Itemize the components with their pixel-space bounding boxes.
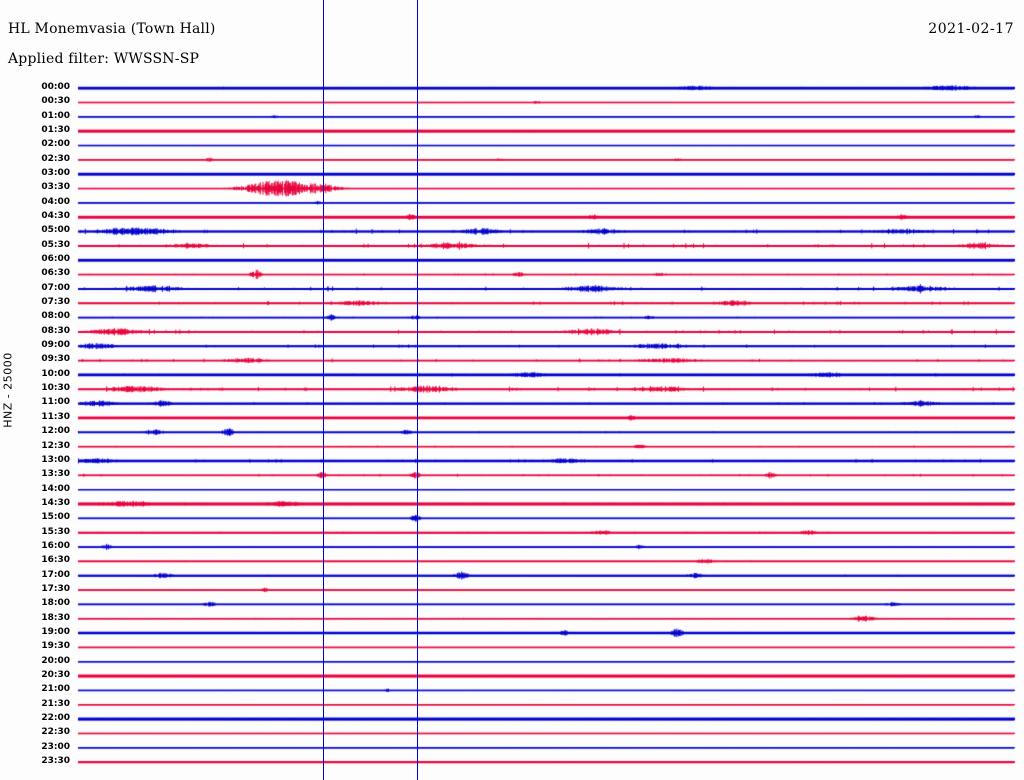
time-label: 05:30 [41, 239, 70, 250]
time-label: 17:00 [41, 569, 70, 580]
time-label: 09:00 [41, 340, 70, 351]
time-label: 02:30 [41, 153, 70, 164]
time-label: 23:30 [41, 755, 70, 766]
time-label: 18:30 [41, 612, 70, 623]
time-label: 04:30 [41, 211, 70, 222]
time-label: 01:00 [41, 110, 70, 121]
time-label: 11:30 [41, 411, 70, 422]
time-label: 20:00 [41, 655, 70, 666]
vertical-marker-line-2 [417, 0, 418, 780]
time-label: 00:00 [41, 82, 70, 92]
time-axis-labels: 00:00 00:30 01:00 01:30 02:00 02:30 03:00 03:30… [0, 0, 76, 780]
time-label: 06:00 [41, 254, 70, 265]
time-label: 01:30 [41, 125, 70, 136]
time-label: 06:30 [41, 268, 70, 279]
time-label: 16:00 [41, 540, 70, 551]
time-label: 14:30 [41, 497, 70, 508]
time-label: 00:30 [41, 96, 70, 107]
time-label: 09:30 [41, 354, 70, 365]
time-label: 21:00 [41, 684, 70, 695]
time-label: 07:00 [41, 282, 70, 293]
time-label: 20:30 [41, 669, 70, 680]
time-label: 15:30 [41, 526, 70, 537]
time-label: 14:00 [41, 483, 70, 494]
time-label: 07:30 [41, 297, 70, 308]
time-label: 12:00 [41, 426, 70, 437]
time-label: 12:30 [41, 440, 70, 451]
time-label: 11:00 [41, 397, 70, 408]
time-label: 18:00 [41, 598, 70, 609]
time-label: 03:00 [41, 168, 70, 179]
time-label: 13:30 [41, 469, 70, 480]
time-label: 08:00 [41, 311, 70, 322]
time-label: 19:30 [41, 641, 70, 652]
time-label: 21:30 [41, 698, 70, 709]
time-label: 03:30 [41, 182, 70, 193]
time-label: 22:30 [41, 727, 70, 738]
time-label: 04:00 [41, 196, 70, 207]
time-label: 23:00 [41, 741, 70, 752]
time-label: 13:00 [41, 454, 70, 465]
time-label: 02:00 [41, 139, 70, 150]
time-label: 22:00 [41, 712, 70, 723]
time-label: 10:30 [41, 383, 70, 394]
time-label: 10:00 [41, 368, 70, 379]
time-label: 16:30 [41, 555, 70, 566]
time-label: 15:00 [41, 512, 70, 523]
time-label: 05:00 [41, 225, 70, 236]
time-label: 19:00 [41, 626, 70, 637]
time-label: 08:30 [41, 325, 70, 336]
vertical-marker-line-1 [323, 0, 324, 780]
time-label: 17:30 [41, 583, 70, 594]
